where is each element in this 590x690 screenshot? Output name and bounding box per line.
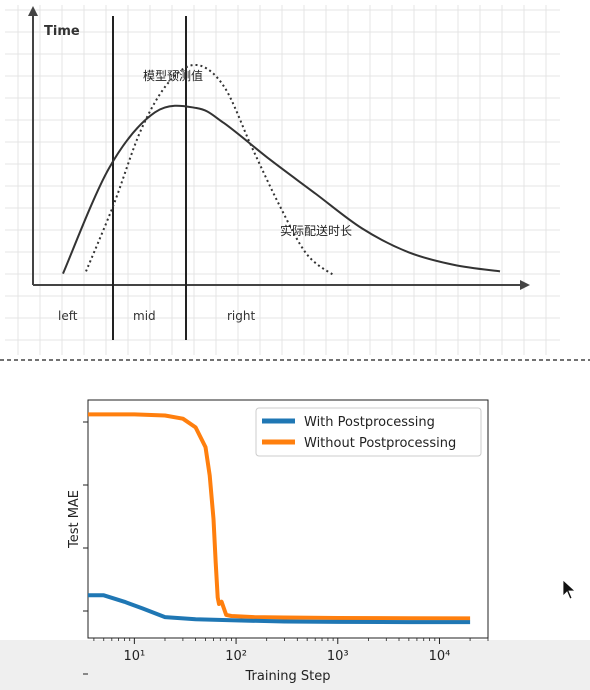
legend-box [255,407,482,457]
series-line-without-postprocessing [88,412,471,621]
x-tick-label: 10⁴ [429,649,451,664]
x-ticks: 10¹ 10² 10³ 10⁴ [93,638,489,664]
x-tick-label: 10³ [327,649,349,664]
x-axis-label: Training Step [244,669,330,684]
series-predicted-curve [85,63,336,277]
legend-label-with: With Postprocessing [304,415,435,430]
series-line-with-postprocessing [88,593,471,625]
series-lines [88,412,471,625]
y-axis-label: Test MAE [67,490,82,549]
region-label-right: right [227,309,255,323]
x-tick-label: 10² [225,649,247,664]
delivery-time-diagram: Time 模型预测值 实际配送时长 left mid right [5,5,560,355]
bottom-strip [0,640,590,690]
mae-chart: 10¹ 10² 10³ 10⁴ Training Step Test MAE With… [67,399,489,684]
legend-label-without: Without Postprocessing [304,436,456,451]
region-label-mid: mid [133,309,156,323]
y-ticks [83,421,88,675]
region-label-left: left [58,309,78,323]
series-label-predicted: 模型预测值 [143,68,203,83]
series-label-actual: 实际配送时长 [280,223,352,238]
y-axis-label: Time [44,24,80,39]
series-actual-curve [62,104,501,275]
x-tick-label: 10¹ [123,649,145,664]
background-grid [5,5,560,355]
legend: With Postprocessing Without Postprocessi… [255,407,482,457]
mouse-cursor-icon [562,579,577,600]
